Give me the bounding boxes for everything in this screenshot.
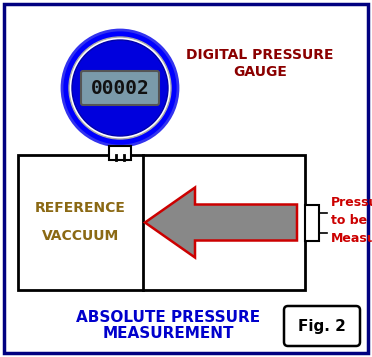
Bar [305,205,319,241]
Text: MEASUREMENT: MEASUREMENT [102,327,234,342]
Text: VACCUUM: VACCUUM [42,230,119,243]
Circle shape [69,37,171,139]
Text: Fig. 2: Fig. 2 [298,318,346,333]
Text: DIGITAL PRESSURE: DIGITAL PRESSURE [186,48,334,62]
Bar [109,146,131,160]
Text: REFERENCE: REFERENCE [35,201,126,216]
FancyBboxPatch shape [81,71,159,105]
Circle shape [72,40,168,136]
Bar [18,155,305,290]
Text: 00002: 00002 [91,79,150,97]
FancyBboxPatch shape [284,306,360,346]
Text: Pressure
to be
Measured: Pressure to be Measured [331,196,372,245]
FancyArrow shape [145,187,297,257]
Text: GAUGE: GAUGE [233,65,287,79]
Circle shape [62,30,178,146]
Text: ABSOLUTE PRESSURE: ABSOLUTE PRESSURE [76,311,260,326]
